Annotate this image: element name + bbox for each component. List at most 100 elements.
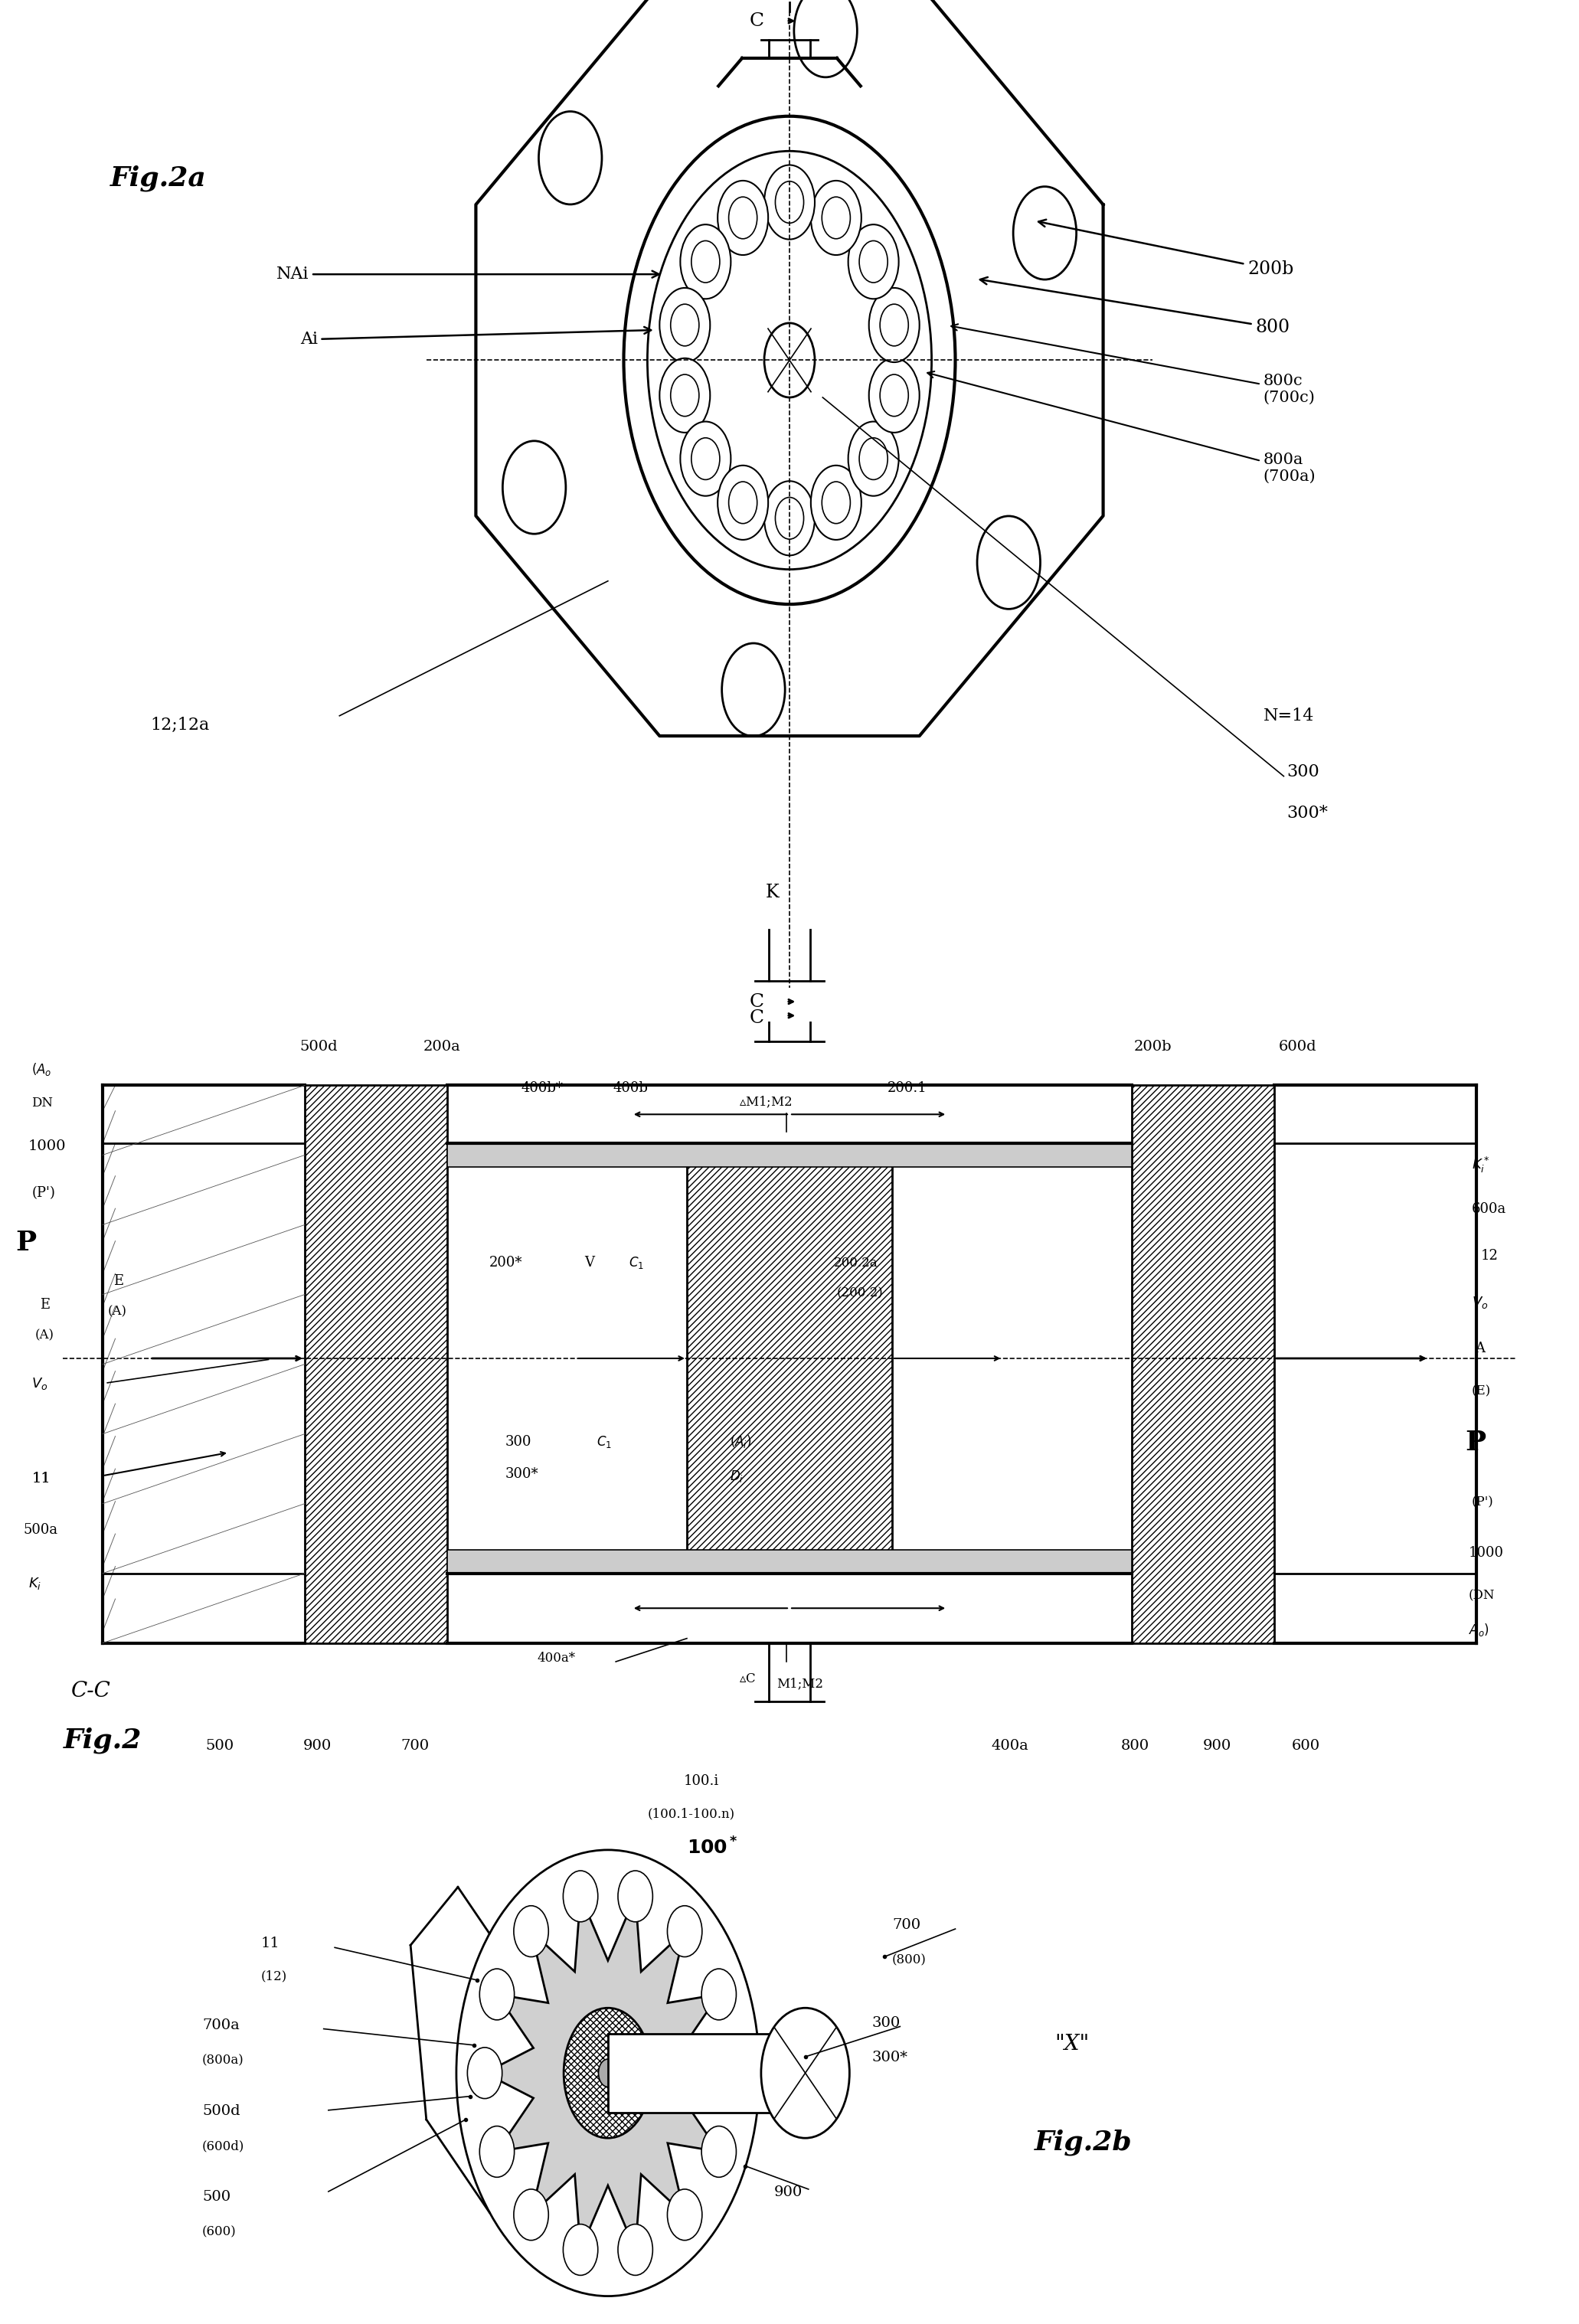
Text: 11: 11 [261,1936,279,1950]
Text: (100.1-100.n): (100.1-100.n) [647,1808,734,1820]
Text: 400b: 400b [613,1081,647,1095]
Text: $(A_o$: $(A_o$ [32,1062,52,1078]
Circle shape [617,2224,652,2275]
Circle shape [848,225,898,300]
Text: 11: 11 [32,1471,51,1485]
Text: (P'): (P') [32,1185,55,1199]
Text: Ai: Ai [300,328,651,349]
Text: $\vartriangle$C: $\vartriangle$C [739,1673,756,1685]
Text: 400b*: 400b* [521,1081,564,1095]
Text: C-C: C-C [71,1680,111,1701]
Text: 500: 500 [202,2189,231,2203]
Text: 200.2a: 200.2a [834,1257,878,1269]
Text: 12;12a: 12;12a [150,716,208,734]
Text: E: E [114,1274,123,1287]
Text: (800a): (800a) [202,2054,245,2066]
Text: 300*: 300* [872,2050,908,2064]
Text: $V_o$: $V_o$ [1472,1294,1487,1311]
Circle shape [564,2008,652,2138]
Circle shape [538,112,602,205]
Text: 300*: 300* [505,1466,538,1480]
Circle shape [794,0,857,77]
Circle shape [681,225,731,300]
Circle shape [617,1871,652,1922]
Bar [687,1143,892,1573]
Circle shape [467,2047,502,2099]
Text: 200b: 200b [1039,218,1293,279]
Circle shape [764,165,815,239]
Text: $K_i$: $K_i$ [28,1576,41,1592]
Text: 600: 600 [1292,1738,1320,1752]
Text: (800): (800) [892,1954,927,1966]
Text: 900: 900 [1203,1738,1232,1752]
Text: 100.i: 100.i [684,1773,718,1787]
Circle shape [701,1968,736,2020]
Text: 11: 11 [32,1471,51,1485]
Text: $K_i^*$: $K_i^*$ [1472,1155,1489,1174]
Text: $C_1$: $C_1$ [597,1434,613,1450]
Text: 400a: 400a [992,1738,1030,1752]
Text: 800c
(700c): 800c (700c) [951,323,1315,404]
Text: (200.2): (200.2) [837,1287,883,1299]
Text: 200a: 200a [423,1039,461,1053]
Text: $V_o$: $V_o$ [32,1376,47,1392]
Text: $\vartriangle$M1;M2: $\vartriangle$M1;M2 [739,1095,793,1111]
Text: 300: 300 [505,1434,532,1448]
Circle shape [681,421,731,495]
Text: $\mathbf{100^*}$: $\mathbf{100^*}$ [687,1838,737,1859]
Text: 900: 900 [303,1738,332,1752]
Text: (600d): (600d) [202,2140,245,2152]
Circle shape [717,465,767,539]
Circle shape [564,1871,598,1922]
Circle shape [812,181,862,256]
Text: $C_1$: $C_1$ [628,1255,644,1271]
Circle shape [480,1968,515,2020]
Circle shape [977,516,1041,609]
Circle shape [714,2047,748,2099]
Text: 300*: 300* [1287,804,1328,823]
Circle shape [868,358,919,432]
Circle shape [701,2126,736,2178]
Text: 1000: 1000 [1468,1545,1503,1559]
Text: (600): (600) [202,2226,237,2238]
Text: N=14: N=14 [1263,706,1314,725]
Text: A: A [1475,1341,1484,1355]
Circle shape [868,288,919,363]
Text: 600d: 600d [1279,1039,1317,1053]
Circle shape [480,2126,515,2178]
Text: E: E [39,1297,49,1311]
Bar [447,1143,1132,1167]
Circle shape [1014,186,1077,279]
Circle shape [564,2224,598,2275]
Circle shape [513,2189,548,2240]
Text: 300: 300 [872,2015,900,2029]
Text: M1;M2: M1;M2 [777,1678,824,1690]
Text: P: P [1465,1429,1486,1455]
Text: P: P [16,1229,36,1255]
Text: (E): (E) [1472,1385,1491,1397]
Text: NAi: NAi [276,265,658,284]
Circle shape [848,421,898,495]
Text: 500: 500 [205,1738,234,1752]
Text: 500d: 500d [202,2103,240,2117]
Text: 1000: 1000 [28,1139,66,1153]
Text: K: K [766,883,780,902]
Text: 500d: 500d [300,1039,338,1053]
Text: 900: 900 [774,2185,802,2199]
Text: C: C [750,12,764,30]
Circle shape [812,465,862,539]
Text: 500a: 500a [24,1522,58,1536]
Text: 200b: 200b [1134,1039,1172,1053]
Circle shape [764,323,815,397]
Text: 800: 800 [981,277,1290,337]
Polygon shape [485,1896,731,2250]
Text: C: C [750,1009,764,1027]
Text: 400a*: 400a* [537,1652,575,1664]
Circle shape [502,442,565,535]
Text: (A): (A) [35,1329,54,1341]
Text: (P'): (P') [1472,1497,1494,1508]
Circle shape [668,1906,703,1957]
Text: Fig.2b: Fig.2b [1034,2129,1132,2154]
Text: DN: DN [32,1097,54,1109]
Text: "X": "X" [1055,2034,1090,2054]
